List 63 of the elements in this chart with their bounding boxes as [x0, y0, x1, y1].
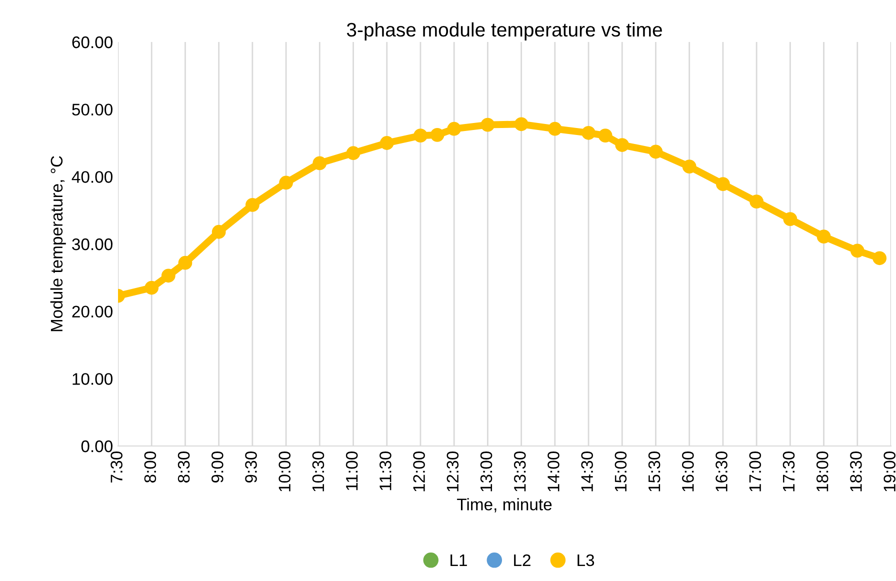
- point: [380, 136, 394, 150]
- y-axis-title: Module temperature, °C: [50, 156, 66, 332]
- x-tick-label: 17:00: [749, 452, 762, 492]
- x-tick-label: 16:00: [682, 452, 694, 492]
- x-tick-label: 13:00: [480, 452, 492, 492]
- y-tick-label: 20.00: [72, 306, 112, 318]
- legend-label: L2: [514, 554, 530, 566]
- point: [144, 280, 159, 295]
- x-tick-label: 17:30: [782, 452, 795, 492]
- point: [750, 194, 764, 209]
- y-tick-label: 60.00: [72, 36, 112, 48]
- x-tick-label: 19:00: [884, 452, 896, 492]
- chart-title: 3-phase module temperature vs time: [346, 22, 662, 40]
- point: [447, 122, 462, 136]
- point: [430, 128, 444, 142]
- y-tick-label: 30.00: [72, 238, 112, 250]
- x-tick-label: 7:30: [110, 452, 122, 482]
- point: [312, 156, 327, 170]
- point: [598, 128, 612, 143]
- point: [682, 160, 696, 174]
- point: [582, 126, 596, 140]
- x-tick-label: 18:30: [850, 452, 862, 492]
- x-tick-label: 10:00: [278, 452, 291, 492]
- x-tick-label: 12:00: [413, 452, 425, 492]
- point: [716, 177, 730, 192]
- x-tick-label: 8:30: [178, 452, 190, 483]
- point: [850, 244, 864, 258]
- point: [480, 118, 495, 132]
- point: [414, 128, 428, 143]
- y-tick-label: 0.00: [81, 440, 112, 452]
- x-tick-label: 14:30: [581, 452, 593, 492]
- point: [212, 224, 226, 239]
- legend-label: L1: [450, 554, 467, 566]
- x-axis-title: Time, minute: [457, 498, 552, 512]
- y-tick-label: 10.00: [72, 373, 112, 385]
- point: [178, 256, 192, 270]
- point: [514, 117, 528, 132]
- point: [648, 144, 663, 159]
- point: [548, 122, 562, 136]
- point: [245, 198, 260, 212]
- x-tick-label: 11:30: [380, 452, 392, 490]
- point: [816, 230, 831, 244]
- point: [783, 212, 798, 226]
- point: [872, 251, 887, 266]
- y-tick-label: 40.00: [72, 171, 112, 183]
- x-tick-label: 13:30: [514, 452, 526, 492]
- point: [346, 146, 360, 160]
- y-tick-label: 50.00: [72, 104, 112, 116]
- point: [161, 268, 176, 283]
- point: [279, 176, 293, 190]
- x-tick-label: 9:30: [245, 452, 257, 483]
- x-tick-label: 15:30: [648, 452, 660, 492]
- x-tick-label: 10:30: [312, 452, 324, 492]
- x-tick-label: 16:30: [716, 452, 728, 492]
- x-tick-label: 14:00: [548, 452, 560, 492]
- x-tick-label: 8:00: [144, 452, 156, 483]
- x-tick-label: 12:30: [446, 452, 459, 492]
- point: [615, 138, 630, 152]
- legend-label: L3: [578, 554, 594, 566]
- x-tick-label: 9:00: [212, 452, 224, 483]
- x-tick-label: 15:00: [614, 452, 627, 492]
- x-tick-label: 18:00: [816, 452, 828, 492]
- x-tick-label: 11:00: [346, 452, 358, 490]
